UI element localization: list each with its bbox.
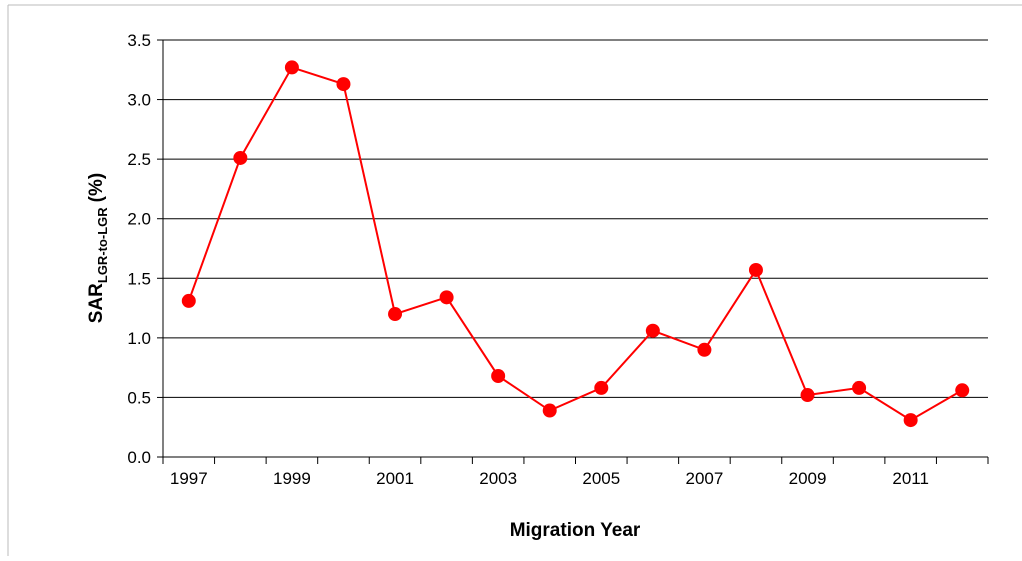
point <box>697 342 712 357</box>
x-tick-label: 2011 <box>892 469 929 488</box>
line <box>187 66 963 422</box>
y-title-main: SAR <box>86 283 107 323</box>
point <box>903 413 918 428</box>
x-tick-label: 2009 <box>789 469 827 488</box>
point <box>181 293 196 308</box>
x-tick-label: 1997 <box>170 469 208 488</box>
point <box>800 388 815 403</box>
y-title-subscript: LGR-to-LGR <box>95 207 110 283</box>
point <box>542 403 557 418</box>
x-tick-label: 2003 <box>479 469 517 488</box>
y-tick-label: 3.5 <box>127 31 151 50</box>
y-tick-label: 1.0 <box>127 329 151 348</box>
point <box>388 307 403 322</box>
point <box>439 290 454 305</box>
point <box>233 150 248 165</box>
y-tick-label: 3.0 <box>127 91 151 110</box>
y-tick-label: 1.5 <box>127 269 151 288</box>
point <box>594 380 609 395</box>
x-tick-label: 2007 <box>685 469 723 488</box>
x-axis-title: Migration Year <box>510 520 641 541</box>
point <box>491 368 506 383</box>
x-tick-label: 2005 <box>582 469 620 488</box>
point <box>852 380 867 395</box>
point <box>955 383 970 398</box>
point <box>336 77 351 92</box>
y-axis-title: SARLGR-to-LGR (%) <box>86 173 110 324</box>
point <box>645 323 660 338</box>
y-tick-label: 0.0 <box>127 448 151 467</box>
point <box>284 60 299 75</box>
x-tick-label: 2001 <box>376 469 414 488</box>
point <box>748 262 763 277</box>
y-title-suffix: (%) <box>86 173 107 203</box>
y-tick-label: 0.5 <box>127 388 151 407</box>
x-tick-label: 1999 <box>273 469 311 488</box>
y-tick-label: 2.0 <box>127 210 151 229</box>
y-tick-label: 2.5 <box>127 150 151 169</box>
